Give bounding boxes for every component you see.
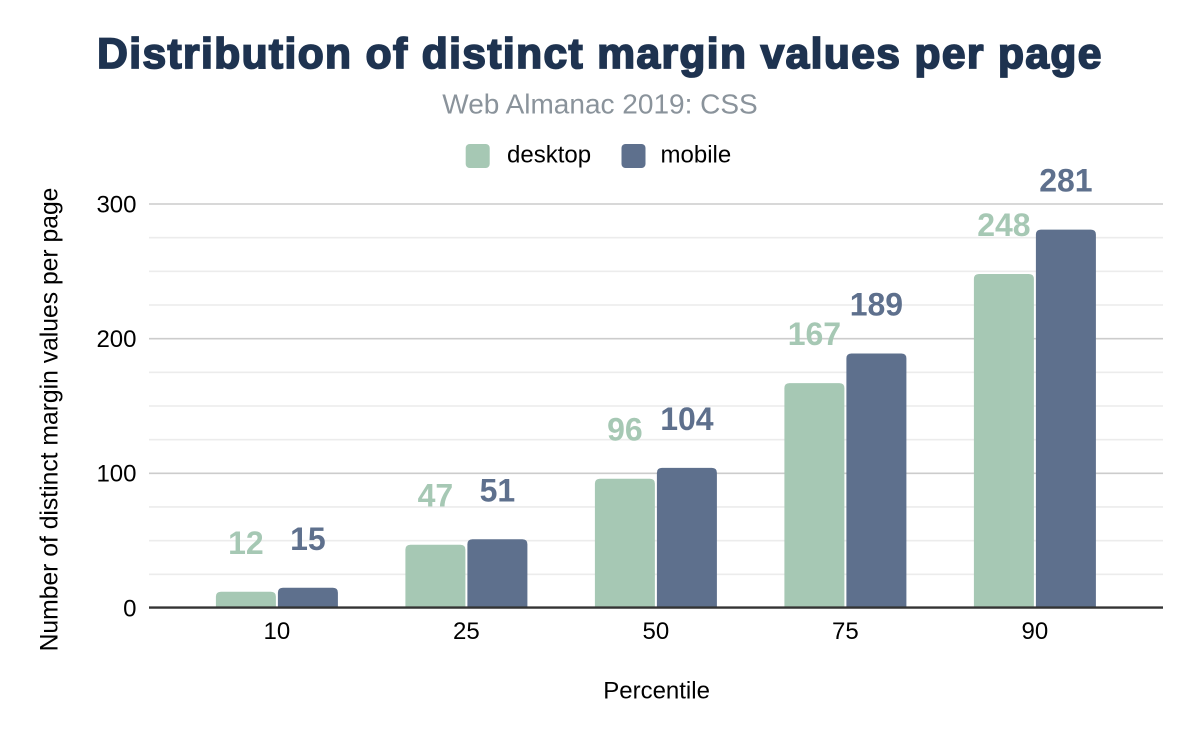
svg-text:Number of distinct margin valu: Number of distinct margin values per pag…: [37, 188, 64, 652]
svg-text:167: 167: [788, 316, 841, 352]
svg-text:96: 96: [607, 412, 643, 448]
svg-text:75: 75: [832, 618, 859, 645]
svg-text:Web Almanac 2019: CSS: Web Almanac 2019: CSS: [442, 89, 757, 120]
svg-text:15: 15: [290, 521, 326, 557]
svg-text:104: 104: [660, 401, 714, 437]
svg-text:0: 0: [123, 595, 136, 622]
svg-text:300: 300: [96, 191, 136, 218]
svg-text:mobile: mobile: [661, 142, 732, 169]
svg-text:Percentile: Percentile: [603, 678, 710, 705]
svg-text:12: 12: [228, 525, 264, 561]
svg-text:desktop: desktop: [507, 142, 591, 169]
svg-text:281: 281: [1039, 163, 1092, 199]
svg-text:25: 25: [453, 618, 480, 645]
svg-text:90: 90: [1022, 618, 1049, 645]
svg-text:50: 50: [643, 618, 670, 645]
svg-text:248: 248: [977, 207, 1030, 243]
svg-text:47: 47: [418, 478, 454, 514]
svg-text:100: 100: [96, 461, 136, 488]
svg-text:Distribution of distinct margi: Distribution of distinct margin values p…: [97, 31, 1103, 78]
svg-text:189: 189: [850, 287, 903, 323]
svg-text:200: 200: [96, 326, 136, 353]
svg-text:10: 10: [264, 618, 291, 645]
svg-text:51: 51: [480, 472, 516, 508]
